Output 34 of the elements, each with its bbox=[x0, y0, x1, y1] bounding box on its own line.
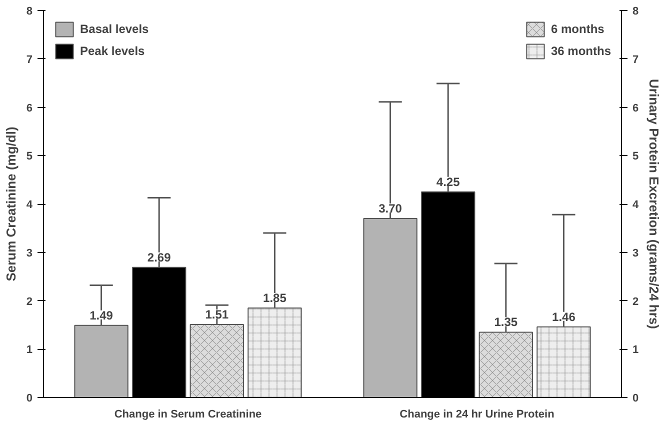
data-label: 4.25 bbox=[436, 174, 460, 189]
data-label: 1.35 bbox=[494, 315, 518, 330]
y2-tick-label: 1 bbox=[632, 344, 639, 356]
legend-label: 36 months bbox=[550, 44, 611, 58]
legend-label: Basal levels bbox=[80, 22, 149, 36]
data-label: 1.51 bbox=[205, 307, 229, 322]
y-tick-label: 2 bbox=[26, 296, 33, 308]
data-label: 3.70 bbox=[378, 202, 402, 216]
legend-label: Peak levels bbox=[80, 44, 145, 58]
y-tick-label: 6 bbox=[26, 102, 33, 114]
y2-tick-label: 0 bbox=[632, 392, 639, 404]
y-tick-label: 1 bbox=[26, 344, 33, 356]
y2-tick-label: 8 bbox=[632, 6, 639, 18]
y2-tick-label: 7 bbox=[632, 54, 639, 66]
y2-tick-label: 4 bbox=[632, 199, 640, 211]
y2-axis-title: Urinary Protein Excretion (grams/24 hrs) bbox=[646, 79, 662, 329]
y-tick-label: 3 bbox=[26, 247, 33, 260]
y-tick-label: 0 bbox=[26, 392, 33, 404]
y-tick-label: 8 bbox=[26, 6, 33, 18]
legend-label: 6 months bbox=[550, 22, 604, 36]
data-label: 1.49 bbox=[90, 308, 114, 322]
data-label: 2.69 bbox=[147, 250, 172, 264]
y-axis-title: Serum Creatinine (mg/dl) bbox=[3, 126, 18, 282]
x-tick-label: Change in Serum Creatinine bbox=[114, 408, 262, 420]
y2-tick-label: 5 bbox=[632, 150, 639, 163]
y2-tick-label: 3 bbox=[632, 247, 639, 260]
y2-tick-label: 6 bbox=[632, 102, 639, 114]
x-tick-label: Change in 24 hr Urine Protein bbox=[400, 408, 555, 420]
data-label: 1.85 bbox=[263, 291, 287, 306]
y2-tick-label: 2 bbox=[632, 296, 639, 308]
y-tick-label: 7 bbox=[26, 54, 33, 66]
data-label: 1.46 bbox=[552, 310, 576, 324]
y-tick-label: 4 bbox=[26, 199, 34, 211]
y-tick-label: 5 bbox=[26, 150, 33, 163]
